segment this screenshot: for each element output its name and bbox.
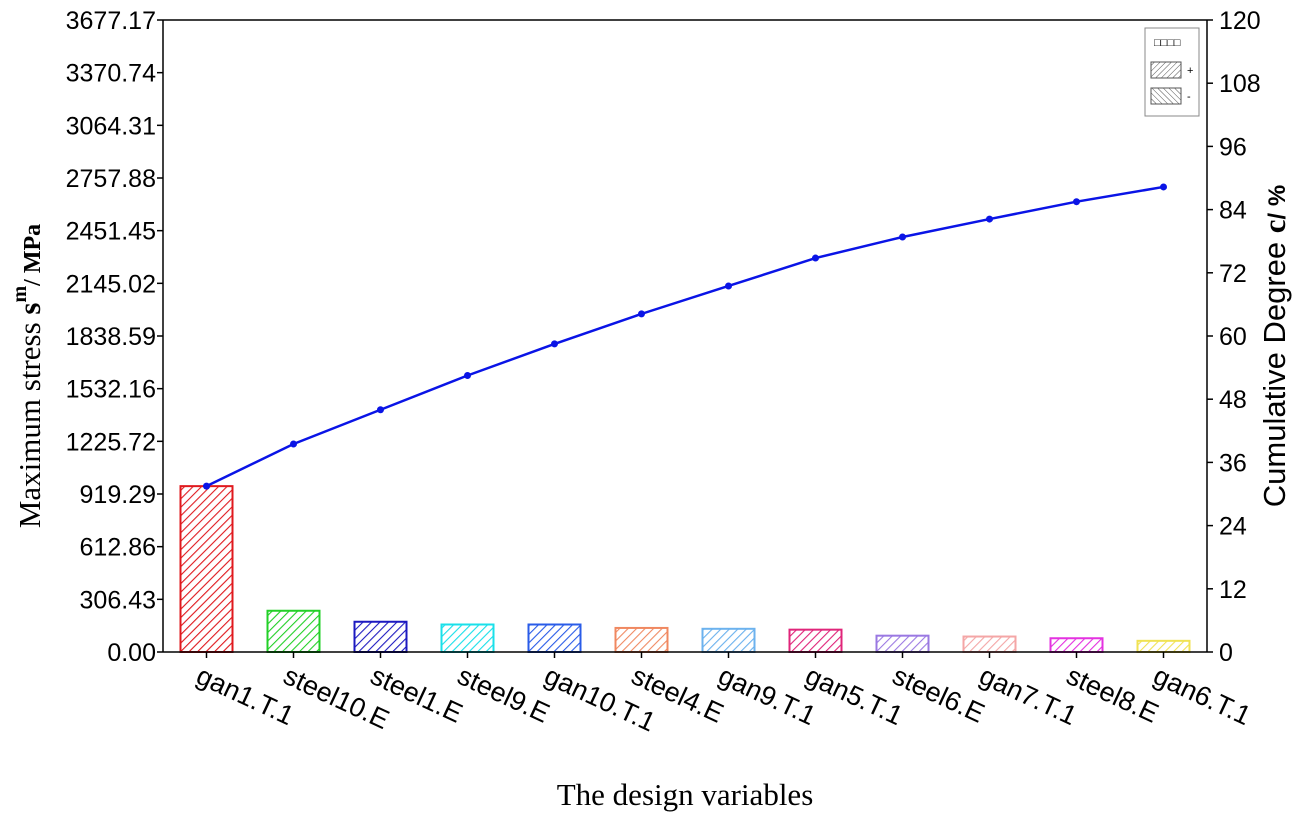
cumulative-point xyxy=(986,215,993,223)
cumulative-point xyxy=(551,340,558,348)
cumulative-point xyxy=(1160,183,1167,191)
x-tick-label: gan6.T.1 xyxy=(1149,660,1256,731)
cumulative-point xyxy=(1073,198,1080,206)
cumulative-point xyxy=(725,282,732,290)
bar-steel8-e xyxy=(1049,637,1104,654)
bar-gan9-t-1 xyxy=(701,627,756,653)
y-tick-label: 1225.72 xyxy=(66,428,156,456)
y-axis-title: Maximum stress sm/ MPa xyxy=(9,224,47,528)
cumulative-point xyxy=(812,254,819,262)
bar-steel4-e xyxy=(614,626,669,653)
legend-title: □□□□ xyxy=(1154,37,1181,49)
bar-steel9-e xyxy=(440,623,495,654)
cumulative-point xyxy=(377,406,384,414)
cumulative-line-layer xyxy=(203,183,1167,490)
y-tick-label: 3370.74 xyxy=(66,60,156,88)
x-tick-label: gan5.T.1 xyxy=(801,660,908,731)
y2-tick-label: 48 xyxy=(1219,386,1247,414)
cumulative-point xyxy=(464,372,471,379)
x-axis-title: The design variables xyxy=(557,777,814,812)
x-tick-label: steel6.E xyxy=(888,660,989,728)
y2-tick-label: 0 xyxy=(1219,639,1233,667)
labels-layer: 0.00 306.43 612.86 919.29 1225.72 1532.16 1838… xyxy=(9,7,1292,812)
y-tick-label: 612.86 xyxy=(80,534,156,562)
y-tick-label: 2451.45 xyxy=(66,218,156,246)
bar-gan10-t-1 xyxy=(527,623,582,654)
x-tick-label: steel8.E xyxy=(1062,660,1163,728)
y-tick-label: 2145.02 xyxy=(66,270,156,298)
x-tick-label: gan7.T.1 xyxy=(975,660,1082,731)
legend-item-label: + xyxy=(1187,65,1193,77)
y-tick-label: 3064.31 xyxy=(66,112,156,140)
bars-layer xyxy=(179,485,1191,654)
bar-steel6-e xyxy=(875,634,930,654)
y2-tick-label: 96 xyxy=(1219,133,1247,161)
bar-gan6-t-1 xyxy=(1136,639,1191,654)
y-tick-label: 3677.17 xyxy=(66,7,156,35)
legend: □□□□ + - xyxy=(1144,27,1200,117)
axes-layer xyxy=(157,19,1213,658)
bar-gan7-t-1 xyxy=(962,635,1017,653)
y-tick-label: 1838.59 xyxy=(66,323,156,351)
bar-steel10-e xyxy=(266,609,321,654)
y-tick-label: 2757.88 xyxy=(66,165,156,193)
bar-steel1-e xyxy=(353,620,408,654)
y2-tick-label: 60 xyxy=(1219,323,1247,351)
y2-tick-label: 24 xyxy=(1219,513,1247,541)
x-tick-label: steel9.E xyxy=(453,660,554,728)
bar-gan1-t-1 xyxy=(179,485,234,653)
y-tick-label: 306.43 xyxy=(80,586,156,614)
y2-axis-title: Cumulative Degree c/ % xyxy=(1257,185,1292,507)
cumulative-point xyxy=(290,440,297,448)
y2-tick-label: 12 xyxy=(1219,576,1247,604)
y-tick-label: 0.00 xyxy=(107,639,156,667)
y-tick-label: 1532.16 xyxy=(66,376,156,404)
y2-tick-label: 120 xyxy=(1219,7,1261,35)
y2-tick-label: 84 xyxy=(1219,197,1247,225)
legend-swatch xyxy=(1150,87,1182,105)
cumulative-point xyxy=(638,310,645,318)
y2-tick-label: 108 xyxy=(1219,70,1261,98)
cumulative-line xyxy=(205,185,1164,488)
x-tick-label: gan1.T.1 xyxy=(192,660,299,731)
cumulative-point xyxy=(899,233,906,241)
bar-gan5-t-1 xyxy=(788,628,843,654)
y-tick-label: 919.29 xyxy=(80,481,156,509)
y2-tick-label: 72 xyxy=(1219,260,1247,288)
y2-tick-label: 36 xyxy=(1219,449,1247,477)
x-tick-label: gan9.T.1 xyxy=(714,660,821,731)
legend-swatch xyxy=(1150,61,1182,79)
cumulative-point xyxy=(203,482,210,490)
legend-item-label: - xyxy=(1187,91,1191,103)
